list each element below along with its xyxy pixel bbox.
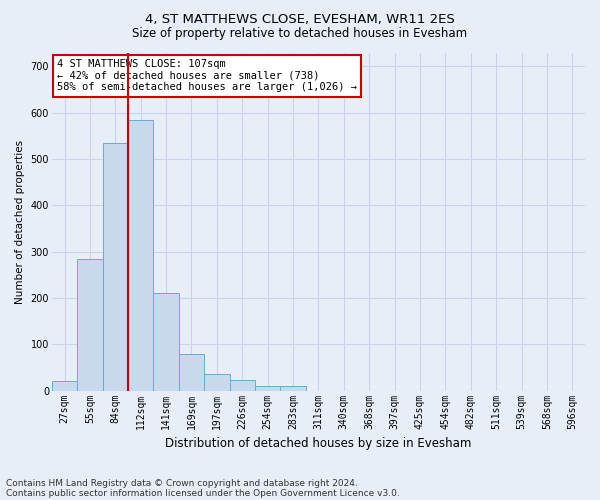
Bar: [128, 120, 154, 390]
Text: Size of property relative to detached houses in Evesham: Size of property relative to detached ho…: [133, 28, 467, 40]
Text: Contains public sector information licensed under the Open Government Licence v3: Contains public sector information licen…: [6, 488, 400, 498]
Bar: [154, 294, 179, 390]
Bar: [77, 258, 103, 390]
Text: Contains HM Land Registry data © Crown copyright and database right 2024.: Contains HM Land Registry data © Crown c…: [6, 478, 358, 488]
Bar: [179, 354, 204, 391]
Text: 4 ST MATTHEWS CLOSE: 107sqm
← 42% of detached houses are smaller (738)
58% of se: 4 ST MATTHEWS CLOSE: 107sqm ← 42% of det…: [57, 60, 357, 92]
Bar: [255, 386, 280, 390]
Bar: [103, 143, 128, 390]
X-axis label: Distribution of detached houses by size in Evesham: Distribution of detached houses by size …: [165, 437, 472, 450]
Bar: [204, 374, 230, 390]
Text: 4, ST MATTHEWS CLOSE, EVESHAM, WR11 2ES: 4, ST MATTHEWS CLOSE, EVESHAM, WR11 2ES: [145, 12, 455, 26]
Bar: [230, 380, 255, 390]
Bar: [280, 386, 306, 390]
Bar: [52, 382, 77, 390]
Y-axis label: Number of detached properties: Number of detached properties: [15, 140, 25, 304]
